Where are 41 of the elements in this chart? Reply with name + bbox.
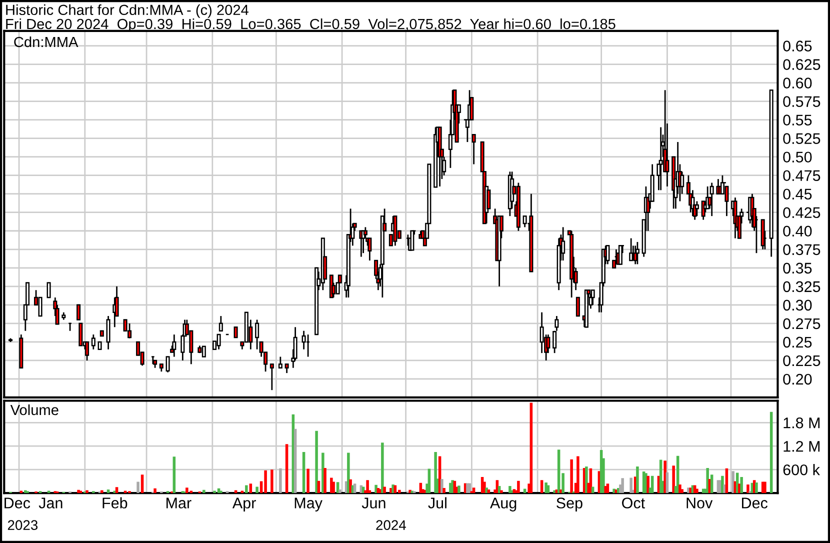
x-tick-label: Jul (428, 497, 446, 508)
x-tick-label: Nov (686, 498, 713, 508)
text: 2024 (376, 520, 406, 530)
y-tick-label: 0.475 (783, 170, 820, 182)
y-tick-label: 0.30 (783, 300, 812, 311)
y-tick-label: 0.25 (783, 336, 812, 348)
x-tick-label: May (294, 498, 322, 512)
y-tick-label: 0.55 (783, 114, 812, 126)
y-tick-label: 0.45 (783, 188, 812, 200)
y-tick-label: 0.275 (783, 318, 820, 330)
y-tick-label: 0.35 (783, 262, 812, 274)
text: 2023 (8, 520, 38, 530)
x-tick-label: Apr (232, 498, 256, 512)
x-tick-label: Mar (166, 498, 192, 508)
y-tick-label: 0.225 (783, 355, 820, 366)
y-tick-label: 600 k (783, 464, 820, 476)
y-tick-label: 1.8 M (784, 418, 820, 428)
y-tick-label: 0.40 (783, 226, 812, 237)
x-tick-label: Feb (102, 497, 128, 508)
y-tick-label: 0.65 (783, 40, 812, 52)
x-tick-label: Dec (742, 498, 768, 508)
chart-title: Volume (10, 404, 58, 416)
y-tick-label: 0.60 (783, 78, 812, 88)
y-tick-label: 0.575 (783, 96, 820, 107)
y-tick-label: 0.325 (783, 281, 820, 292)
x-tick-label: Dec (4, 498, 30, 508)
y-tick-label: 0.20 (783, 374, 812, 385)
y-tick-label: 0.525 (783, 133, 820, 144)
annotation: Cdn:MMA (14, 36, 78, 48)
y-tick-label: 1.2 M (784, 440, 820, 452)
x-tick-label: Jan (38, 498, 62, 508)
y-tick-label: 0.50 (783, 152, 812, 163)
x-tick-label: Oct (622, 498, 645, 508)
chart-title: Historic Chart for Cdn:MMA - (c) 2024 (6, 4, 248, 18)
x-tick-label: Sep (556, 498, 582, 512)
chart-subtitle: Fri Dec 20 2024 Op=0.39 Hi=0.59 Lo=0.365 Cl=0.59 Vol=2,075,852 Year hi=0.60 lo=0.185 (6, 18, 616, 32)
y-tick-label: 0.375 (783, 244, 820, 256)
x-tick-label: Jun (362, 498, 386, 508)
x-tick-label: Aug (490, 498, 516, 512)
y-tick-label: 0.425 (783, 207, 820, 218)
y-tick-label: 0.625 (783, 59, 820, 70)
